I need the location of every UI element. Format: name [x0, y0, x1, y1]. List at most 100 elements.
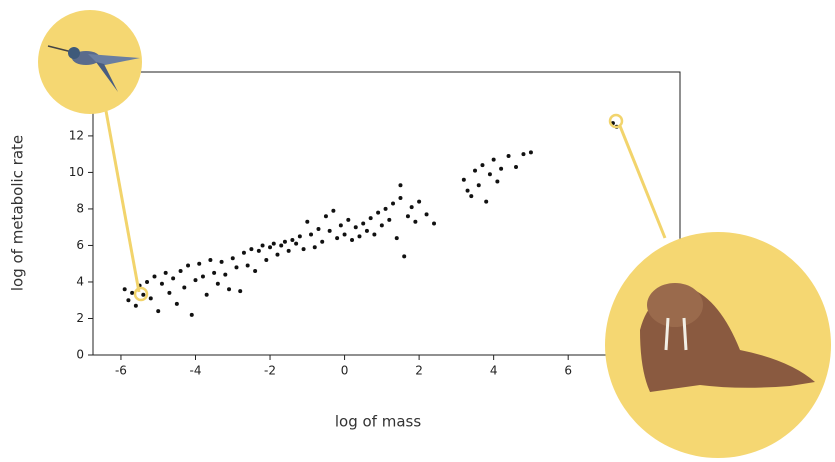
point: [312, 245, 317, 250]
point: [320, 239, 325, 244]
point: [279, 243, 284, 248]
point: [290, 237, 295, 242]
x-tick-label: 2: [415, 364, 423, 378]
point: [145, 279, 150, 284]
point: [487, 172, 492, 177]
point: [174, 301, 179, 306]
x-tick-label: 4: [490, 364, 498, 378]
point: [387, 217, 392, 222]
point: [178, 269, 183, 274]
point: [327, 228, 332, 233]
plot-frame: [92, 71, 681, 356]
point: [335, 236, 340, 241]
point: [171, 276, 176, 281]
point: [133, 303, 138, 308]
point: [249, 247, 254, 252]
point: [398, 183, 403, 188]
point: [473, 168, 478, 173]
point: [424, 212, 429, 217]
x-tick-label: -6: [115, 364, 127, 378]
point: [316, 227, 321, 232]
point: [286, 248, 291, 253]
point: [405, 214, 410, 219]
point: [141, 292, 146, 297]
point: [491, 157, 496, 162]
x-tick-label: -4: [190, 364, 202, 378]
callout-ring: [133, 286, 149, 302]
point: [461, 177, 466, 182]
point: [476, 183, 481, 188]
point: [368, 216, 373, 221]
point: [159, 281, 164, 286]
y-axis-label: log of metabolic rate: [9, 135, 27, 291]
point: [379, 223, 384, 228]
point: [193, 278, 198, 283]
point: [163, 270, 168, 275]
point: [186, 263, 191, 268]
callout-ring: [608, 113, 624, 129]
callout-line: [102, 99, 141, 293]
point: [413, 219, 418, 224]
x-tick-label: -2: [264, 364, 276, 378]
point: [394, 236, 399, 241]
point: [238, 289, 243, 294]
point: [432, 221, 437, 226]
point: [391, 201, 396, 206]
point: [376, 210, 381, 215]
point: [130, 290, 135, 295]
point: [469, 194, 474, 199]
point: [294, 241, 299, 246]
point: [528, 150, 533, 155]
point: [282, 239, 287, 244]
callout-line: [618, 125, 667, 239]
point: [253, 269, 258, 274]
point: [331, 208, 336, 213]
point: [398, 195, 403, 200]
point: [514, 164, 519, 169]
point: [156, 309, 161, 314]
point: [208, 258, 213, 263]
point: [122, 287, 127, 292]
point: [219, 259, 224, 264]
point: [350, 237, 355, 242]
point: [342, 232, 347, 237]
point: [506, 153, 511, 158]
point: [353, 225, 358, 230]
callouts: [38, 10, 831, 458]
point: [357, 234, 362, 239]
point: [495, 179, 500, 184]
point: [230, 256, 235, 261]
point: [245, 263, 250, 268]
point: [305, 219, 310, 224]
point: [167, 290, 172, 295]
point: [152, 274, 157, 279]
point: [212, 270, 217, 275]
y-tick-label: 12: [69, 128, 84, 142]
hummingbird-icon: [47, 45, 140, 92]
x-tick-label: 6: [564, 364, 572, 378]
point: [223, 272, 228, 277]
point: [227, 287, 232, 292]
y-tick-label: 8: [76, 201, 84, 215]
point: [465, 188, 470, 193]
point: [126, 298, 131, 303]
point: [338, 223, 343, 228]
point: [256, 248, 261, 253]
point: [182, 285, 187, 290]
point: [241, 250, 246, 255]
point: [383, 206, 388, 211]
point: [268, 245, 273, 250]
point: [417, 199, 422, 204]
point: [309, 232, 314, 237]
walrus-icon: [640, 283, 815, 392]
point: [215, 281, 220, 286]
point: [264, 258, 269, 263]
point: [372, 232, 377, 237]
y-tick-label: 6: [76, 238, 84, 252]
point: [204, 292, 209, 297]
point: [189, 312, 194, 317]
point: [361, 221, 366, 226]
point: [484, 199, 489, 204]
point: [364, 228, 369, 233]
